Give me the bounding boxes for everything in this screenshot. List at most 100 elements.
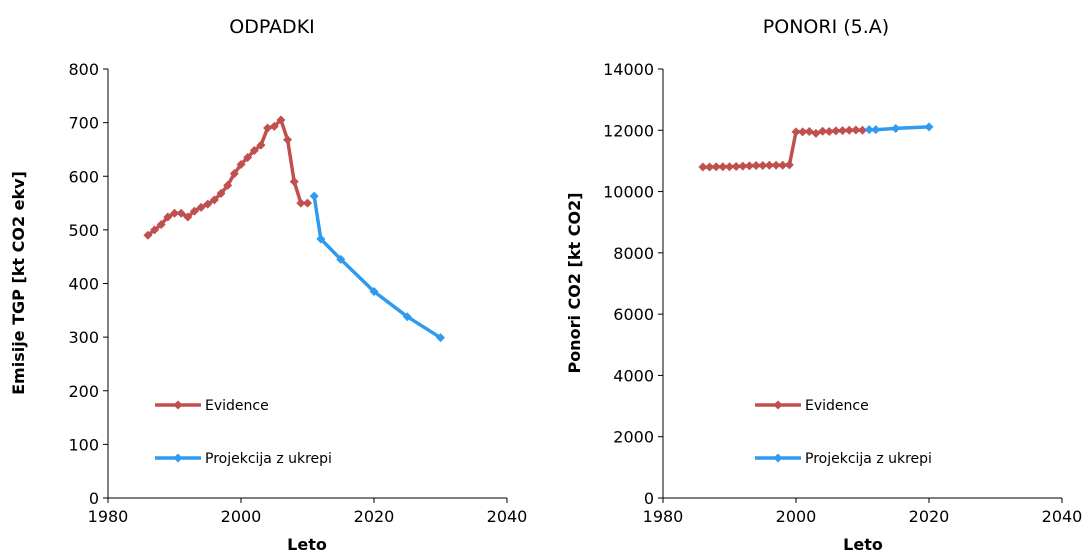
- y-tick-label: 100: [68, 435, 99, 454]
- data-point: [751, 161, 761, 171]
- x-tick-label: 2000: [221, 507, 262, 526]
- data-point: [718, 162, 728, 172]
- y-axis-label: Emisije TGP [kt CO2 ekv]: [9, 171, 28, 395]
- data-point: [316, 234, 326, 244]
- data-point: [402, 312, 412, 322]
- y-tick-label: 6000: [613, 305, 654, 324]
- y-tick-label: 200: [68, 382, 99, 401]
- x-tick-label: 1980: [643, 507, 684, 526]
- legend-swatch-marker: [773, 453, 783, 463]
- x-axis-label: Leto: [287, 535, 327, 553]
- data-point: [818, 126, 828, 136]
- y-tick-label: 2000: [613, 428, 654, 447]
- data-point: [150, 225, 160, 235]
- data-point: [858, 125, 867, 135]
- data-point: [336, 254, 346, 264]
- x-tick-label: 2020: [909, 507, 950, 526]
- y-tick-label: 500: [68, 221, 99, 240]
- data-point: [203, 199, 213, 209]
- data-point: [156, 220, 166, 230]
- data-point: [871, 125, 881, 135]
- legend-label: Projekcija z ukrepi: [805, 451, 932, 467]
- series-line-evidence: [146, 118, 308, 237]
- data-point: [811, 128, 821, 138]
- data-point: [711, 162, 721, 172]
- data-point: [143, 230, 153, 240]
- data-point: [824, 127, 834, 137]
- data-point: [369, 287, 379, 297]
- legend-label: Evidence: [205, 398, 269, 414]
- y-tick-label: 400: [68, 275, 99, 294]
- data-point: [163, 212, 173, 222]
- y-tick-label: 0: [89, 489, 99, 508]
- data-point: [216, 188, 226, 198]
- data-point: [183, 212, 193, 222]
- data-point: [744, 161, 754, 171]
- data-point: [838, 126, 848, 136]
- data-point: [269, 121, 279, 131]
- data-point: [289, 177, 299, 187]
- series-line-projekcija: [312, 195, 442, 340]
- y-tick-label: 700: [68, 114, 99, 133]
- y-tick-label: 12000: [603, 121, 654, 140]
- data-point: [804, 127, 814, 137]
- data-point: [196, 202, 206, 212]
- data-point: [851, 125, 861, 135]
- data-point: [303, 198, 312, 208]
- x-tick-label: 2040: [487, 507, 528, 526]
- data-point: [798, 127, 808, 137]
- data-point: [698, 162, 708, 172]
- data-point: [778, 160, 788, 170]
- y-tick-label: 4000: [613, 366, 654, 385]
- data-point: [758, 161, 768, 171]
- x-tick-label: 2040: [1042, 507, 1083, 526]
- x-tick-label: 1980: [88, 507, 129, 526]
- y-tick-label: 300: [68, 328, 99, 347]
- y-tick-label: 600: [68, 167, 99, 186]
- data-point: [725, 162, 734, 172]
- data-point: [784, 160, 794, 170]
- x-tick-label: 2000: [776, 507, 817, 526]
- data-point: [864, 125, 874, 135]
- legend-swatch-marker: [173, 400, 183, 410]
- data-point: [256, 140, 266, 150]
- data-point: [249, 146, 259, 156]
- data-point: [209, 195, 219, 205]
- data-point: [309, 191, 319, 201]
- data-point: [891, 123, 901, 133]
- data-point: [176, 208, 186, 218]
- y-tick-label: 8000: [613, 244, 654, 263]
- legend-swatch-marker: [773, 400, 783, 410]
- data-point: [738, 161, 748, 171]
- data-point: [844, 125, 854, 135]
- x-tick-label: 2020: [354, 507, 395, 526]
- data-point: [189, 206, 199, 216]
- data-point: [263, 123, 273, 133]
- chart-ponori: PONORI (5.A) Leto Ponori CO2 [kt CO2] 0 2…: [565, 16, 1082, 553]
- chart-title: PONORI (5.A): [763, 16, 889, 38]
- y-tick-label: 14000: [603, 60, 654, 79]
- data-point: [764, 160, 774, 170]
- data-point: [771, 160, 781, 170]
- data-point: [236, 159, 246, 169]
- data-point: [296, 198, 306, 208]
- legend-swatch-marker: [173, 453, 183, 463]
- data-point: [170, 208, 179, 218]
- legend-label: Projekcija z ukrepi: [205, 451, 332, 467]
- chart-odpadki: ODPADKI Leto Emisije TGP [kt CO2 ekv] 01…: [9, 16, 527, 553]
- x-axis-label: Leto: [843, 535, 883, 553]
- data-point: [436, 333, 445, 343]
- data-point: [705, 162, 715, 172]
- chart-title: ODPADKI: [229, 16, 315, 38]
- data-point: [283, 135, 293, 145]
- data-point: [791, 127, 801, 137]
- data-point: [924, 122, 934, 132]
- legend-label: Evidence: [805, 398, 869, 414]
- y-tick-label: 0: [644, 489, 654, 508]
- data-point: [276, 115, 286, 125]
- data-point: [229, 169, 239, 179]
- data-point: [831, 126, 841, 136]
- y-tick-label: 800: [68, 60, 99, 79]
- data-point: [243, 152, 253, 162]
